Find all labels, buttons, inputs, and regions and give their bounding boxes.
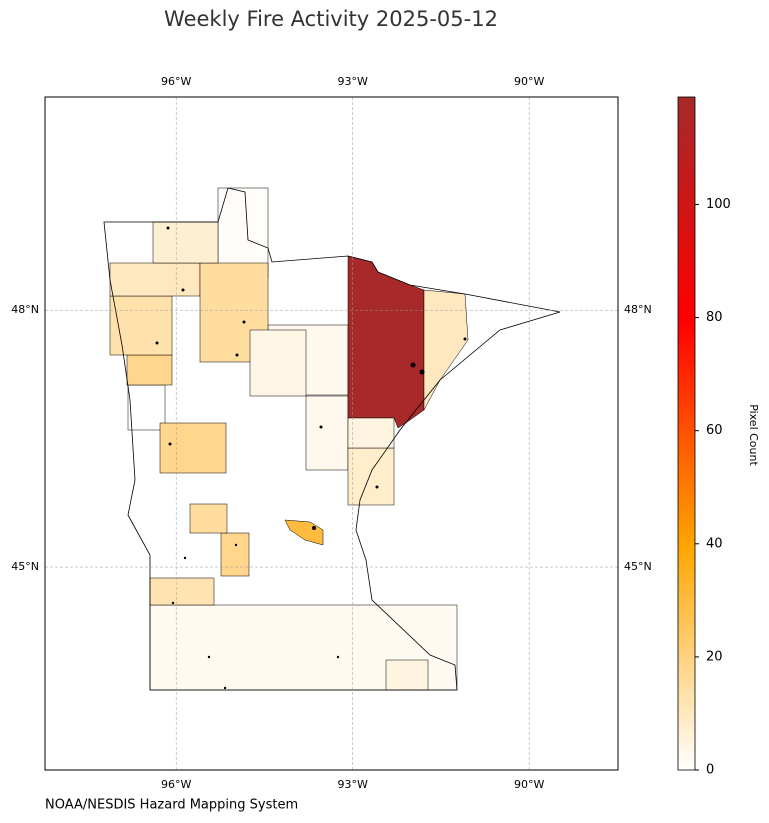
- colorbar-tick-label: 100: [706, 197, 731, 212]
- chart-title: Weekly Fire Activity 2025-05-12: [164, 7, 498, 31]
- region: [189, 503, 228, 534]
- colorbar-tick-label: 60: [706, 423, 723, 438]
- region: [109, 295, 173, 356]
- region: [347, 447, 395, 506]
- x-tick-label: 90°W: [514, 75, 544, 88]
- source-note: NOAA/NESDIS Hazard Mapping System: [45, 798, 298, 813]
- region: [305, 395, 349, 471]
- state-outline: [103, 187, 561, 691]
- x-tick-label: 93°W: [337, 75, 367, 88]
- y-tick-label: 48°N: [11, 303, 39, 316]
- x-tick-label: 90°W: [514, 778, 544, 791]
- region: [249, 329, 307, 397]
- x-tick-label: 96°W: [161, 778, 191, 791]
- colorbar: [677, 96, 696, 771]
- x-tick-label: 96°W: [161, 75, 191, 88]
- fire-detections: [155, 226, 467, 690]
- region: [126, 354, 173, 386]
- region: [423, 289, 469, 411]
- y-tick-label: 45°N: [11, 560, 39, 573]
- region: [385, 659, 429, 691]
- colorbar-label: Pixel Count: [747, 404, 760, 466]
- region: [152, 221, 219, 264]
- y-tick-label: 48°N: [624, 303, 652, 316]
- colorbar-tick-label: 0: [706, 763, 714, 778]
- region: [127, 384, 166, 431]
- region: [109, 262, 201, 297]
- regions: [109, 187, 469, 691]
- y-tick-label: 45°N: [624, 560, 652, 573]
- region: [149, 577, 215, 606]
- region: [159, 422, 227, 474]
- region: [347, 417, 395, 449]
- x-tick-label: 93°W: [337, 778, 367, 791]
- colorbar-tick-label: 80: [706, 310, 723, 325]
- region: [220, 532, 250, 577]
- map-frame: [44, 96, 619, 771]
- colorbar-tick-label: 20: [706, 649, 723, 664]
- colorbar-tick-label: 40: [706, 536, 723, 551]
